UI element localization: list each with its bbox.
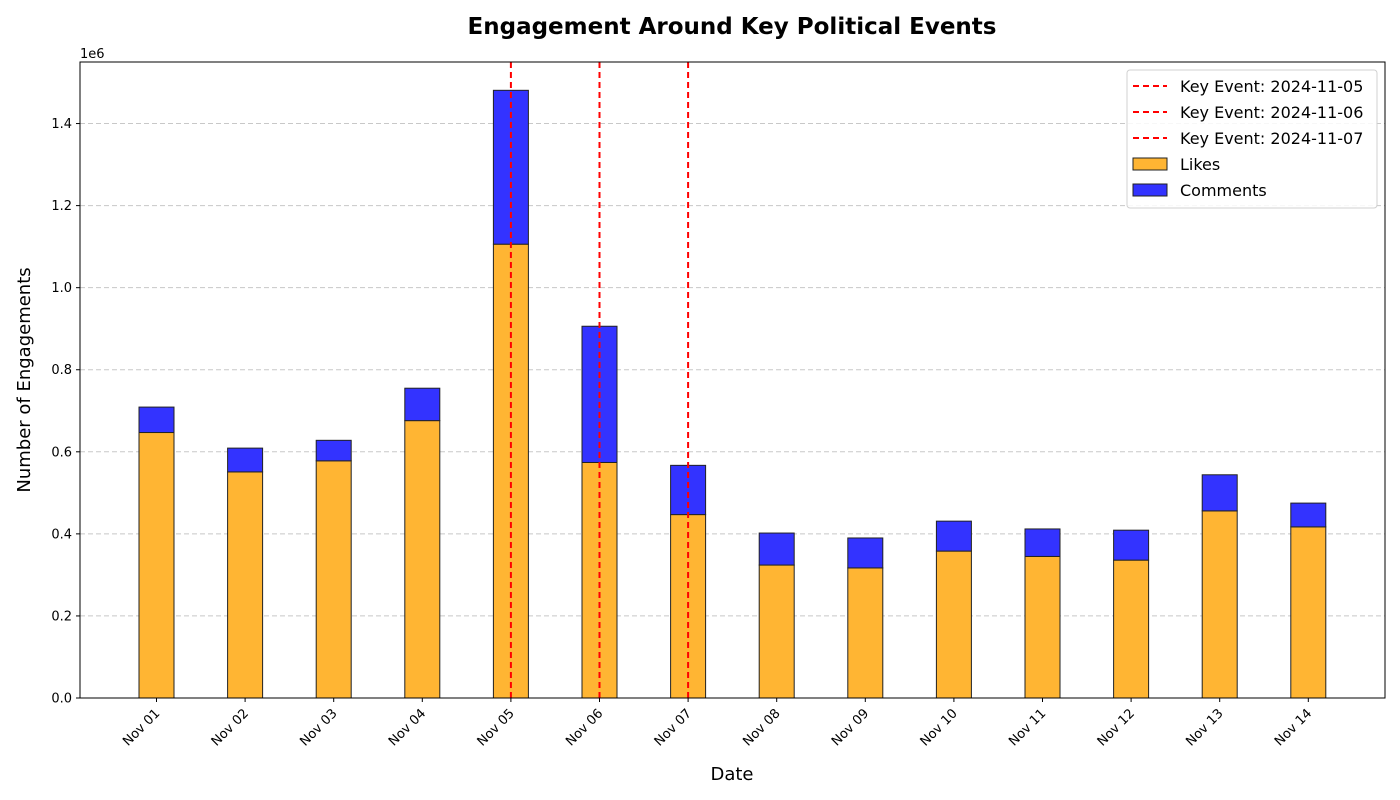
- legend-box: [1126, 69, 1378, 209]
- bars: [138, 89, 1327, 699]
- x-tick-label: Nov 02: [209, 706, 252, 749]
- likes-bar: [1201, 510, 1238, 699]
- x-tick-label: Nov 04: [386, 706, 429, 749]
- x-tick-label: Nov 14: [1272, 706, 1315, 749]
- x-tick-label: Nov 03: [297, 706, 340, 749]
- y-tick-label: 1.4: [51, 117, 72, 132]
- x-tick-label: Nov 13: [1183, 706, 1226, 749]
- x-axis-label: Date: [710, 764, 753, 785]
- x-tick-label: Nov 12: [1095, 706, 1138, 749]
- grid-lines: [80, 123, 1385, 699]
- x-tick-label: Nov 05: [475, 706, 518, 749]
- comments-bar: [935, 520, 972, 552]
- legend-label: Likes: [1180, 155, 1220, 174]
- chart-title: Engagement Around Key Political Events: [468, 14, 997, 40]
- comments-bar: [1024, 528, 1061, 557]
- y-tick-label: 0.0: [51, 692, 72, 707]
- legend: Key Event: 2024-11-05 Key Event: 2024-11-…: [1126, 69, 1378, 209]
- plot-frame: [79, 61, 1386, 699]
- x-tick-label: Nov 08: [740, 706, 783, 749]
- legend-patch-swatch: [1132, 183, 1168, 197]
- comments-bar: [138, 406, 175, 434]
- legend-patch-swatch: [1132, 157, 1168, 171]
- likes-bar: [404, 420, 441, 699]
- y-tick-label: 0.4: [51, 527, 72, 542]
- x-tick-label: Nov 01: [120, 706, 163, 749]
- likes-bar: [138, 432, 175, 699]
- comments-bar: [758, 532, 795, 566]
- legend-label: Key Event: 2024-11-06: [1180, 103, 1363, 122]
- legend-label: Key Event: 2024-11-05: [1180, 77, 1363, 96]
- likes-bar: [1024, 555, 1061, 699]
- likes-bar: [581, 461, 618, 699]
- y-tick-label: 0.2: [51, 609, 72, 624]
- comments-bar: [1201, 474, 1238, 512]
- likes-bar: [227, 471, 264, 699]
- comments-bar: [1113, 529, 1150, 561]
- y-tick-label: 0.6: [51, 445, 72, 460]
- y-tick-label: 0.8: [51, 363, 72, 378]
- likes-bar: [315, 460, 352, 699]
- legend-label: Key Event: 2024-11-07: [1180, 129, 1363, 148]
- key-event-lines: [509, 62, 690, 698]
- comments-bar: [1290, 502, 1327, 528]
- likes-bar: [758, 564, 795, 699]
- x-tick-label: Nov 11: [1006, 706, 1049, 749]
- comments-bar: [227, 447, 264, 473]
- likes-bar: [935, 550, 972, 699]
- comments-bar: [847, 537, 884, 569]
- likes-bar: [1113, 559, 1150, 699]
- y-axis-label: Number of Engagements: [14, 267, 35, 492]
- legend-label: Comments: [1180, 181, 1267, 200]
- comments-bar: [404, 387, 441, 422]
- x-tick-label: Nov 10: [918, 706, 961, 749]
- y-tick-label: 1.0: [51, 281, 72, 296]
- y-tick-label: 1.2: [51, 199, 72, 214]
- x-tick-label: Nov 07: [652, 706, 695, 749]
- y-axis-offset-label: 1e6: [80, 47, 105, 62]
- comments-bar: [315, 439, 352, 462]
- likes-bar: [1290, 526, 1327, 699]
- x-tick-label: Nov 06: [563, 706, 606, 749]
- x-tick-label: Nov 09: [829, 706, 872, 749]
- likes-bar: [847, 567, 884, 699]
